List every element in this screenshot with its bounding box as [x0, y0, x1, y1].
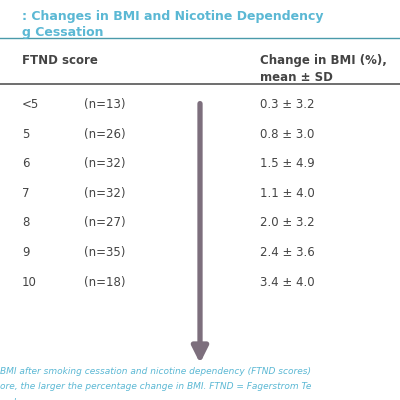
Text: (n=26): (n=26) [84, 128, 126, 140]
Text: 9: 9 [22, 246, 30, 259]
Text: : Changes in BMI and Nicotine Dependency: : Changes in BMI and Nicotine Dependency [22, 10, 324, 23]
Text: ore, the larger the percentage change in BMI. FTND = Fagerstrom Te: ore, the larger the percentage change in… [0, 382, 311, 391]
Text: FTND score: FTND score [22, 54, 98, 67]
Text: endence.: endence. [0, 398, 42, 400]
Text: 3.4 ± 4.0: 3.4 ± 4.0 [260, 276, 315, 288]
Text: g Cessation: g Cessation [22, 26, 104, 39]
Text: 2.0 ± 3.2: 2.0 ± 3.2 [260, 216, 315, 230]
Text: (n=35): (n=35) [84, 246, 125, 259]
Text: Change in BMI (%),: Change in BMI (%), [260, 54, 387, 67]
Text: (n=13): (n=13) [84, 98, 126, 111]
Text: 0.8 ± 3.0: 0.8 ± 3.0 [260, 128, 314, 140]
Text: (n=32): (n=32) [84, 187, 126, 200]
Text: 2.4 ± 3.6: 2.4 ± 3.6 [260, 246, 315, 259]
Text: 1.1 ± 4.0: 1.1 ± 4.0 [260, 187, 315, 200]
Text: 7: 7 [22, 187, 30, 200]
Text: 1.5 ± 4.9: 1.5 ± 4.9 [260, 157, 315, 170]
Text: (n=32): (n=32) [84, 157, 126, 170]
Text: 5: 5 [22, 128, 29, 140]
Text: BMI after smoking cessation and nicotine dependency (FTND scores): BMI after smoking cessation and nicotine… [0, 367, 311, 376]
Text: (n=27): (n=27) [84, 216, 126, 230]
Text: <5: <5 [22, 98, 39, 111]
Text: 6: 6 [22, 157, 30, 170]
Text: 10: 10 [22, 276, 37, 288]
Text: 8: 8 [22, 216, 29, 230]
Text: (n=18): (n=18) [84, 276, 126, 288]
Text: mean ± SD: mean ± SD [260, 71, 333, 84]
Text: 0.3 ± 3.2: 0.3 ± 3.2 [260, 98, 314, 111]
